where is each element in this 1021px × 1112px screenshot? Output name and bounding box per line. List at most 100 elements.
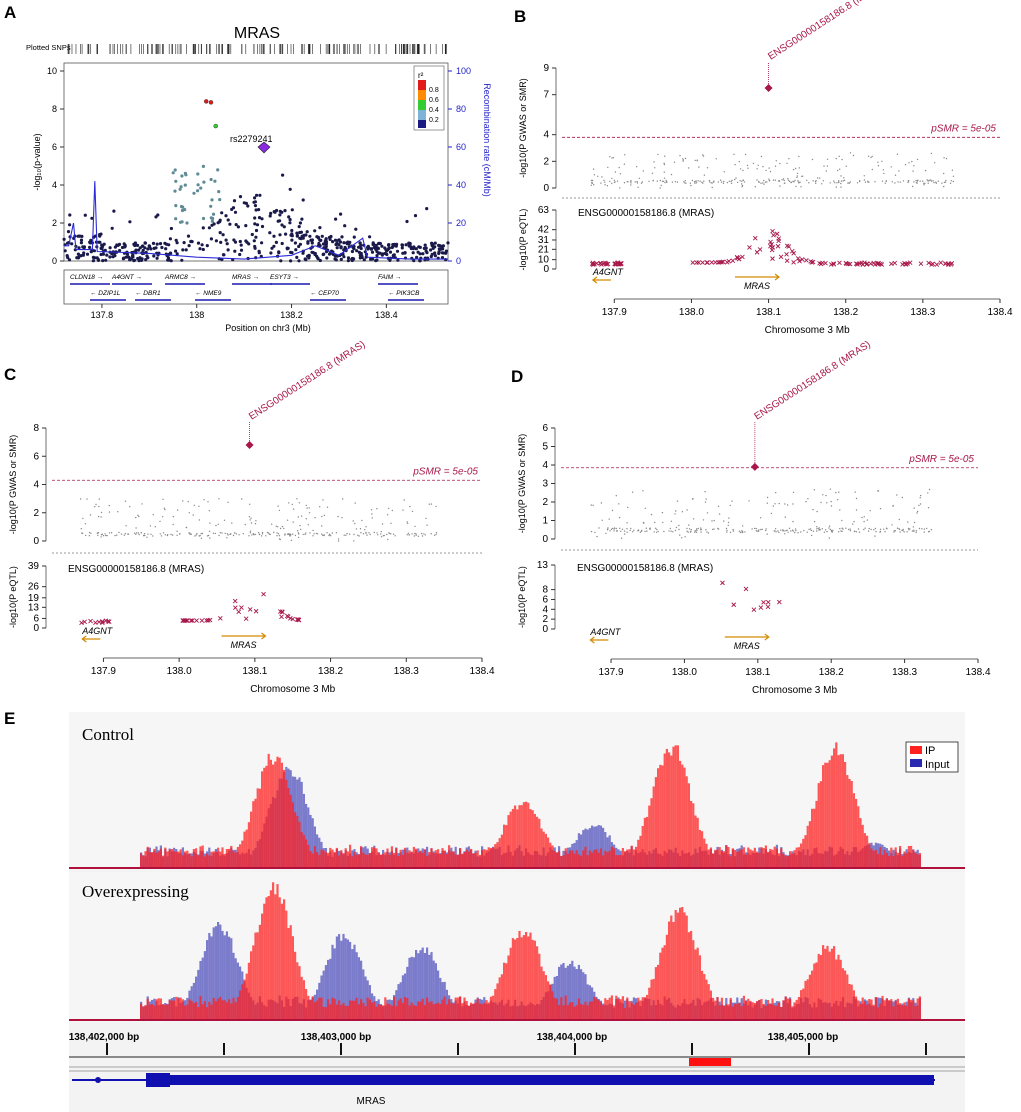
ip-coverage-bar [910,999,913,1020]
ip-coverage-bar [276,756,279,868]
ip-coverage-bar [718,1005,721,1020]
gwas-point [656,531,658,533]
ip-coverage-bar [808,974,811,1020]
ip-coverage-bar [912,850,915,868]
gwas-point [201,532,204,535]
ip-coverage-bar [454,997,457,1020]
ip-coverage-bar [650,979,653,1020]
snp-point [89,238,93,242]
ip-coverage-bar [173,1000,176,1020]
input-coverage-bar [329,958,332,1020]
gwas-point [108,532,111,534]
ip-coverage-bar [208,1001,211,1020]
snp-point [76,252,80,256]
ip-coverage-bar [885,852,888,868]
gwas-point [918,504,920,507]
ip-coverage-bar [335,1004,338,1020]
ip-coverage-bar [536,946,539,1020]
gwas-point [927,182,929,184]
eqtl-point [900,261,905,267]
gwas-point [219,532,221,534]
gwas-point [730,180,732,183]
snp-point [181,248,185,252]
gwas-point [138,515,140,518]
gwas-point [166,534,169,537]
ip-coverage-bar [637,839,640,868]
gwas-point [739,168,742,170]
ip-coverage-bar [632,1004,635,1020]
gwas-point [162,516,164,518]
ip-coverage-bar [613,1005,616,1020]
eqtl-point [751,607,757,613]
gwas-point [305,518,307,520]
gwas-point [162,498,164,500]
ip-coverage-bar [170,1000,173,1020]
ip-coverage-bar [899,1003,902,1020]
snp-point [210,219,214,223]
snp-point [369,247,373,251]
gwas-point [604,184,606,186]
ip-coverage-bar [701,831,704,868]
gwas-point [743,181,746,183]
ip-coverage-bar [168,1000,171,1020]
ip-coverage-bar [525,932,528,1020]
gwas-point [694,182,696,184]
eqtl-point [929,262,934,267]
gwas-point [821,528,823,530]
ip-coverage-bar [386,1003,389,1020]
gwas-point [360,532,362,534]
ip-coverage-bar [560,997,563,1020]
ip-coverage-bar [254,932,257,1020]
snp-point [108,246,112,250]
ip-coverage-bar [309,851,312,868]
ip-coverage-bar [256,788,259,868]
gene-label-row1: CLDN18 → [70,274,103,281]
ruler-tick-label: 138,404,000 bp [537,1032,608,1043]
ip-coverage-bar [676,745,679,868]
gwas-point [816,530,818,532]
ip-coverage-bar [635,1002,638,1020]
snp-point [99,232,103,236]
snp-point [173,168,177,172]
eqtl-point [709,260,715,265]
gwas-point [630,527,632,530]
gwas-point [840,182,842,185]
ip-coverage-bar [294,951,297,1020]
gwas-point [608,518,610,520]
eqtl-point [892,260,898,266]
snp-point [179,185,183,189]
eqtl-point [875,261,880,267]
snp-point [253,222,257,226]
gwas-point [840,186,842,188]
gwas-point [808,182,810,184]
ip-coverage-bar [778,853,781,868]
ip-coverage-bar [571,850,574,868]
gwas-point [286,519,289,521]
gwas-point [609,180,611,183]
ip-coverage-bar [674,745,677,868]
gwas-point [861,516,863,519]
gwas-point [592,168,595,170]
eqtl-point [700,260,705,265]
ip-coverage-bar [709,847,712,868]
ip-coverage-bar [408,1005,411,1020]
gwas-point [700,527,702,529]
ip-coverage-bar [485,849,488,868]
input-coverage-bar [575,969,578,1020]
gwas-point [884,182,886,184]
gwas-point [706,512,709,514]
ip-coverage-bar [681,764,684,868]
ip-coverage-bar [703,838,706,868]
gwas-point [261,533,264,535]
ip-coverage-bar [617,999,620,1020]
smr-threshold-label: pSMR = 5e-05 [930,123,996,134]
gwas-point [738,160,740,163]
gwas-point [826,158,829,160]
ip-coverage-bar [608,997,611,1020]
ip-coverage-bar [630,1002,633,1020]
snp-point [187,244,191,248]
snp-point [374,259,378,263]
gwas-point [912,170,914,172]
gwas-point [813,489,816,491]
eqtl-point [613,261,619,267]
